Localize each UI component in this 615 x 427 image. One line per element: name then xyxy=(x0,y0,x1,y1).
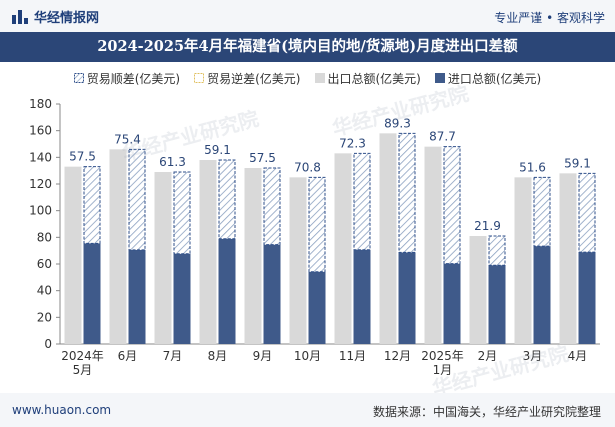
legend-item-import: 进口总额(亿美元) xyxy=(434,70,542,87)
brand-name: 华经情报网 xyxy=(34,11,100,26)
site-url: www.huaon.com xyxy=(12,403,112,417)
legend-label: 贸易逆差(亿美元) xyxy=(207,71,301,86)
export-bar xyxy=(289,177,307,344)
import-swatch xyxy=(434,73,445,83)
surplus-bar xyxy=(398,132,416,253)
import-bar xyxy=(128,249,146,344)
data-label: 72.3 xyxy=(339,136,366,150)
x-tick-label: 11月 xyxy=(339,349,366,363)
legend-item-surplus: 贸易顺差(亿美元) xyxy=(73,70,181,87)
top-bar: 华经情报网 专业严谨 • 客观科学 xyxy=(0,0,615,32)
export-bar xyxy=(469,236,487,344)
chart-title: 2024-2025年4月年福建省(境内目的地/货源地)月度进出口差额 xyxy=(97,38,518,55)
data-label: 87.7 xyxy=(429,130,456,144)
export-bar xyxy=(154,172,172,344)
surplus-swatch xyxy=(73,73,84,83)
import-bar xyxy=(308,271,326,344)
x-tick-label: 2025年 xyxy=(421,349,464,363)
x-tick-label: 7月 xyxy=(163,349,183,363)
export-bar xyxy=(109,149,127,344)
import-bar xyxy=(533,246,551,344)
export-swatch xyxy=(314,73,325,83)
data-source: 数据来源：中国海关，华经产业研究院整理 xyxy=(372,405,601,419)
data-label: 51.6 xyxy=(519,160,546,174)
brand-logo: 华经情报网 xyxy=(12,7,99,26)
export-bar xyxy=(64,166,82,344)
legend: 贸易顺差(亿美元) 贸易逆差(亿美元) 出口总额(亿美元) 进口总额(亿美元) xyxy=(0,66,615,90)
x-tick-label: 12月 xyxy=(384,349,411,363)
export-bar xyxy=(514,177,532,344)
data-label: 59.1 xyxy=(204,143,231,157)
surplus-bar xyxy=(218,159,236,240)
data-label: 57.5 xyxy=(69,150,96,164)
surplus-bar xyxy=(173,171,191,255)
y-tick-label: 40 xyxy=(37,284,52,298)
legend-label: 进口总额(亿美元) xyxy=(447,71,542,86)
surplus-bar xyxy=(488,235,506,266)
data-label: 61.3 xyxy=(159,155,186,169)
y-tick-label: 160 xyxy=(29,124,52,138)
title-bar: 2024-2025年4月年福建省(境内目的地/货源地)月度进出口差额 xyxy=(0,32,615,62)
surplus-bar xyxy=(308,176,326,273)
export-bar xyxy=(424,146,442,344)
x-tick-label: 4月 xyxy=(568,349,588,363)
export-bar xyxy=(199,160,217,344)
import-bar xyxy=(578,252,596,344)
y-tick-label: 180 xyxy=(29,97,52,111)
import-bar xyxy=(173,253,191,344)
x-tick-label: 1月 xyxy=(433,363,453,377)
y-tick-label: 60 xyxy=(37,257,52,271)
data-label: 70.8 xyxy=(294,160,321,174)
data-label: 75.4 xyxy=(114,132,141,146)
legend-item-export: 出口总额(亿美元) xyxy=(314,70,421,87)
data-label: 89.3 xyxy=(384,116,411,130)
y-tick-label: 0 xyxy=(44,337,52,351)
surplus-bar xyxy=(128,148,146,251)
surplus-bar xyxy=(443,146,461,265)
x-tick-label: 6月 xyxy=(118,349,138,363)
x-tick-label: 2月 xyxy=(478,349,498,363)
import-bar xyxy=(488,265,506,344)
import-bar xyxy=(263,244,281,344)
legend-item-deficit: 贸易逆差(亿美元) xyxy=(194,70,301,87)
surplus-bar xyxy=(263,167,281,246)
y-tick-label: 120 xyxy=(29,177,52,191)
export-bar xyxy=(559,173,577,344)
slogan: 专业严谨 • 客观科学 xyxy=(494,11,605,25)
surplus-bar xyxy=(533,176,551,247)
data-label: 21.9 xyxy=(474,219,501,233)
import-bar xyxy=(443,263,461,344)
x-tick-label: 3月 xyxy=(523,349,543,363)
surplus-bar xyxy=(353,152,371,251)
import-bar xyxy=(218,238,236,344)
deficit-swatch xyxy=(194,73,205,83)
export-bar xyxy=(379,133,397,344)
y-tick-label: 140 xyxy=(29,150,52,164)
legend-label: 出口总额(亿美元) xyxy=(327,71,421,86)
x-tick-label: 10月 xyxy=(294,349,321,363)
import-bar xyxy=(83,243,101,344)
footer: www.huaon.com 数据来源：中国海关，华经产业研究院整理 xyxy=(0,393,615,427)
y-tick-label: 80 xyxy=(37,230,52,244)
data-label: 59.1 xyxy=(564,156,591,170)
import-bar xyxy=(398,252,416,344)
data-label: 57.5 xyxy=(249,151,276,165)
export-bar xyxy=(244,168,262,344)
y-tick-label: 20 xyxy=(37,310,52,324)
x-tick-label: 9月 xyxy=(253,349,273,363)
x-tick-label: 2024年 xyxy=(61,349,104,363)
import-bar xyxy=(353,249,371,344)
bar-chart-icon xyxy=(12,9,28,25)
export-bar xyxy=(334,153,352,344)
surplus-bar xyxy=(578,172,596,253)
y-tick-label: 100 xyxy=(29,204,52,218)
x-tick-label: 5月 xyxy=(73,363,93,377)
legend-label: 贸易顺差(亿美元) xyxy=(86,71,181,86)
surplus-bar xyxy=(83,166,101,244)
x-tick-label: 8月 xyxy=(208,349,228,363)
